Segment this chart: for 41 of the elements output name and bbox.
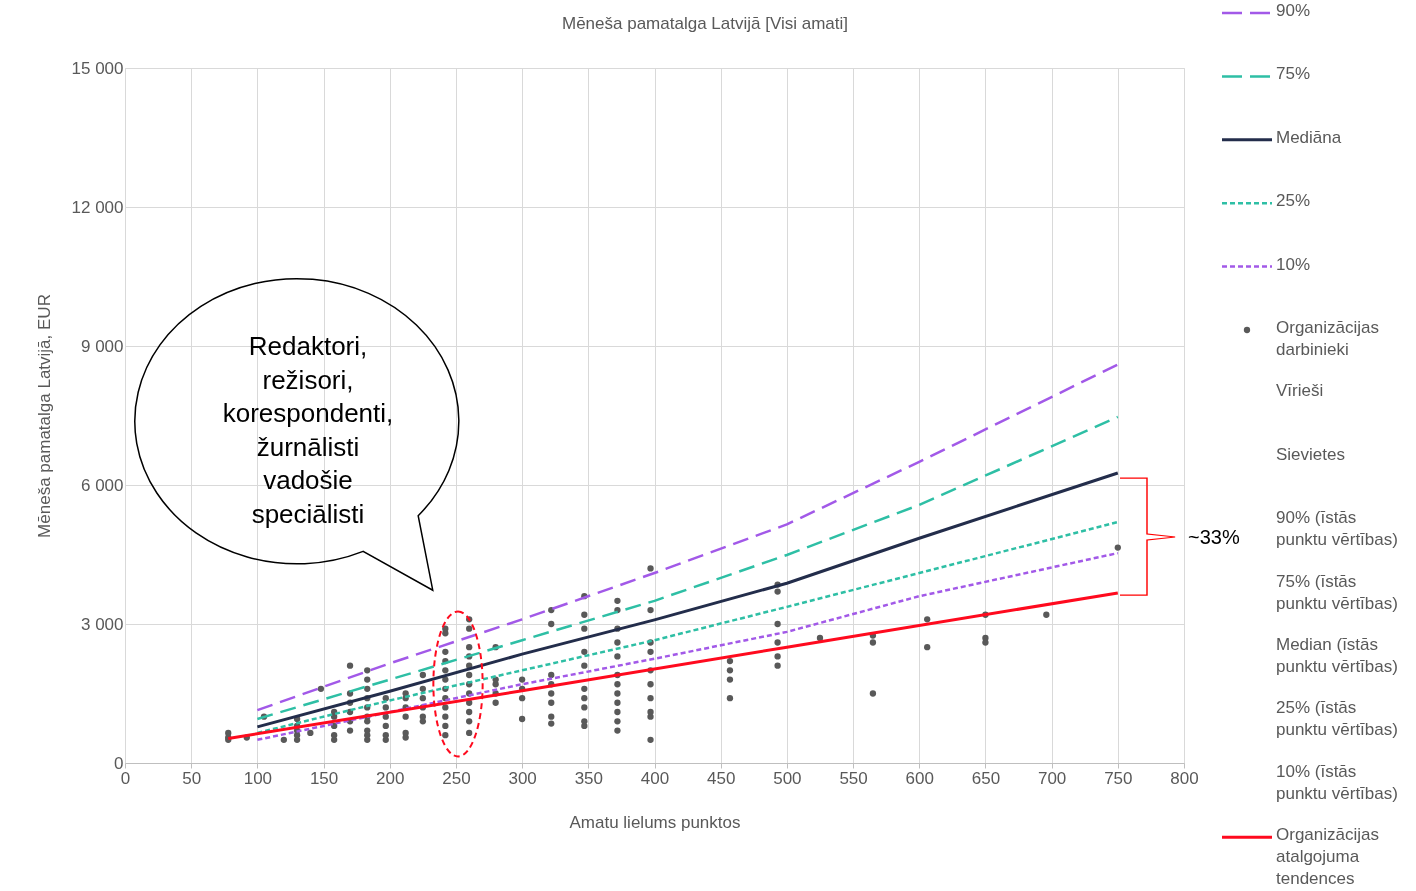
text: 25% (īstās punktu vērtības) (1276, 698, 1398, 740)
x-axis-title: Amatu lielums punktos (569, 812, 741, 832)
x-tick-label: 200 (376, 768, 405, 788)
legend-label: Organizācijas darbinieki (1276, 318, 1379, 359)
legend-label: 25% (1276, 191, 1311, 211)
legend-label: Mediāna (1276, 127, 1342, 147)
y-tick-label: 12 000 (71, 197, 124, 217)
text: 75% (īstās punktu vērtības) (1276, 571, 1398, 613)
x-tick-label: 700 (1037, 768, 1067, 788)
x-tick-label: 400 (640, 768, 670, 788)
x-tick-label: 350 (574, 768, 603, 788)
y-tick-label: 3 000 (80, 614, 124, 634)
y-tick-label: 15 000 (71, 58, 124, 78)
x-tick-label: 500 (773, 768, 802, 788)
y-tick-label: 9 000 (80, 336, 124, 356)
x-tick-label: 50 (182, 768, 202, 788)
x-tick-label: 150 (309, 768, 339, 788)
text: 90% (īstās punktu vērtības) (1276, 508, 1398, 550)
legend-label: 10% (1276, 254, 1311, 274)
text: 10% (īstās punktu vērtības) (1276, 761, 1398, 803)
x-tick-label: 600 (905, 768, 934, 788)
legend-label: 90% (1276, 1, 1311, 20)
y-tick-label: 6 000 (80, 475, 124, 495)
text: Sievietes (1276, 444, 1345, 464)
x-tick-label: 450 (707, 768, 736, 788)
legend-label: Organizācijas atalgojuma tendences (1276, 825, 1379, 889)
x-tick-label: 100 (243, 768, 273, 788)
x-tick-label: 800 (1170, 768, 1199, 788)
y-axis-title: Mēneša pamatalga Latvijā, EUR (34, 294, 54, 538)
text: Vīrieši (1276, 381, 1324, 401)
x-tick-label: 650 (971, 768, 1001, 788)
text: Median (īstās punktu vērtības) (1276, 635, 1398, 676)
x-tick-label: 550 (839, 768, 868, 788)
y-tick-label: 0 (114, 753, 124, 773)
legend-label: 75% (1276, 64, 1311, 84)
chart-title: Mēneša pamatalga Latvijā [Visi amati] (561, 14, 849, 33)
x-tick-label: 750 (1104, 768, 1133, 788)
x-tick-label: 250 (442, 768, 471, 788)
annotation: Redaktori, režisori, korespondenti, žurnālisti vadošie speciālisti (222, 331, 394, 529)
text: ~33% (1188, 526, 1240, 548)
x-tick-label: 300 (508, 768, 537, 788)
